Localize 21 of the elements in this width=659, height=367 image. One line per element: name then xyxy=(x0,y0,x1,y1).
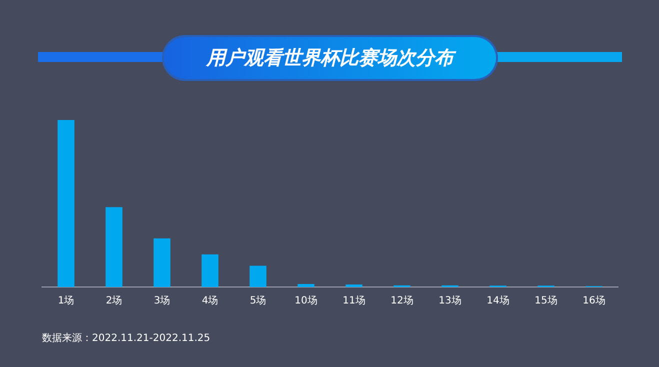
x-tick-label: 13场 xyxy=(438,294,462,307)
x-tick-label: 5场 xyxy=(250,294,266,307)
bar xyxy=(106,207,122,287)
x-tick-label: 3场 xyxy=(154,294,170,307)
x-tick-label: 14场 xyxy=(486,294,510,307)
x-tick-label: 12场 xyxy=(390,294,414,307)
bar xyxy=(202,254,218,287)
chart-title: 用户观看世界杯比赛场次分布 xyxy=(164,37,496,79)
x-tick-label: 4场 xyxy=(202,294,218,307)
x-tick-label: 15场 xyxy=(534,294,558,307)
bar xyxy=(298,284,314,287)
x-tick-label: 16场 xyxy=(582,294,606,307)
bar xyxy=(346,284,362,287)
bar xyxy=(58,120,74,287)
x-tick-label: 2场 xyxy=(106,294,122,307)
bar xyxy=(154,238,170,287)
x-tick-label: 11场 xyxy=(342,294,366,307)
x-tick-label: 10场 xyxy=(294,294,318,307)
source-note: 数据来源：2022.11.21-2022.11.25 xyxy=(42,332,210,345)
bar xyxy=(250,266,266,287)
x-tick-label: 1场 xyxy=(58,294,74,307)
